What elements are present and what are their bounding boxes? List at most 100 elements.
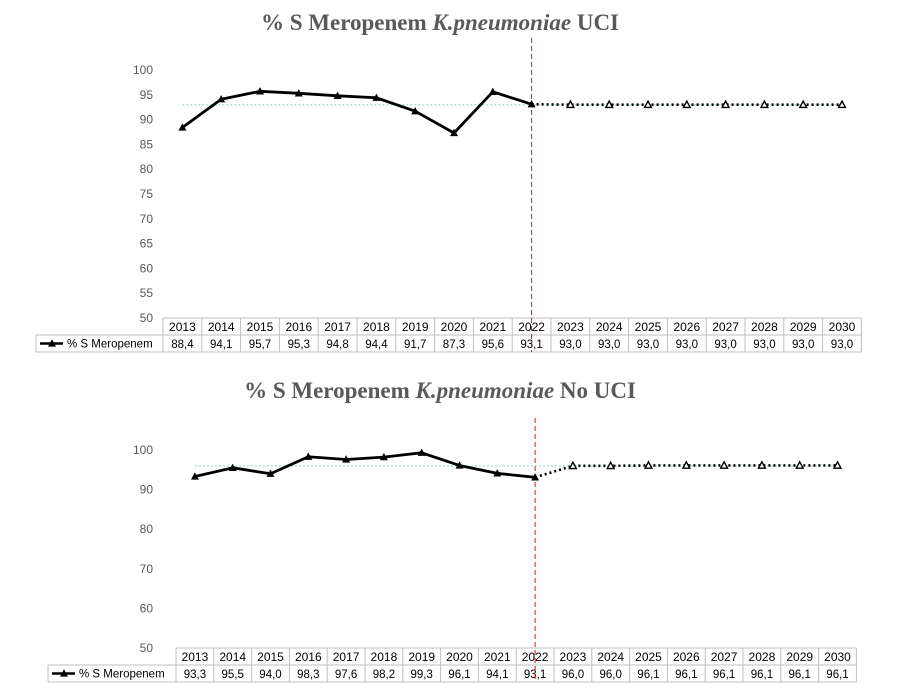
x-tick-label: 2023	[557, 320, 584, 334]
series-line-observed	[181, 89, 533, 135]
x-tick-label: 2014	[219, 650, 246, 664]
data-label: 93,0	[598, 339, 620, 351]
data-point	[832, 460, 843, 469]
chart-title-prefix: % S Meropenem	[244, 378, 416, 403]
data-label: 93,0	[637, 339, 659, 351]
data-point	[798, 99, 808, 109]
data-label: 95,7	[249, 339, 271, 351]
data-label: 93,0	[831, 339, 853, 351]
data-label: 96,1	[448, 669, 470, 681]
data-label: 94,4	[365, 339, 388, 351]
data-label: 98,2	[373, 669, 395, 681]
y-tick-label: 80	[140, 522, 154, 536]
x-tick-label: 2021	[484, 650, 511, 664]
chart-title-suffix: No UCI	[554, 378, 636, 403]
x-tick-label: 2016	[285, 320, 312, 334]
data-label: 98,3	[297, 669, 319, 681]
data-point	[527, 100, 536, 108]
y-tick-label: 60	[140, 261, 154, 275]
legend-marker	[48, 339, 56, 347]
data-point	[178, 123, 187, 131]
series-line-observed	[194, 451, 536, 479]
data-point	[531, 473, 540, 481]
chart-0: 50 55 60 65 70 75 80 85 90 95 100 2013 2014 2015 2016 2…	[35, 38, 862, 353]
data-label: 96,0	[562, 669, 584, 681]
x-tick-label: 2024	[596, 320, 623, 334]
x-tick-label: 2018	[363, 320, 390, 334]
y-tick-label: 95	[140, 88, 154, 102]
y-tick-label: 60	[140, 601, 154, 615]
data-label: 96,1	[826, 669, 848, 681]
y-tick-label: 55	[140, 286, 154, 300]
y-tick-label: 100	[133, 63, 153, 77]
data-point	[606, 460, 616, 470]
data-label: 95,5	[222, 669, 244, 681]
data-label: 93,0	[792, 339, 814, 351]
chart-title-no-uci: % S Meropenem K.pneumoniae No UCI	[0, 378, 880, 404]
data-point	[190, 472, 199, 480]
y-tick-label: 70	[140, 212, 154, 226]
data-point	[493, 469, 502, 477]
x-tick-label: 2018	[371, 650, 398, 664]
x-tick-label: 2020	[446, 650, 473, 664]
y-tick-label: 50	[140, 311, 154, 325]
x-tick-label: 2015	[247, 320, 274, 334]
data-label: 94,1	[486, 669, 508, 681]
data-label: 96,0	[600, 669, 622, 681]
data-label: 94,8	[326, 339, 348, 351]
data-point	[417, 448, 426, 456]
y-tick-label: 80	[140, 162, 154, 176]
data-point	[266, 469, 275, 477]
x-tick-label: 2017	[324, 320, 351, 334]
y-tick-label: 85	[140, 137, 154, 151]
data-point	[217, 95, 226, 103]
chart-title-organism: K.pneumoniae	[432, 10, 572, 35]
data-point	[681, 460, 691, 469]
data-point	[304, 452, 313, 460]
y-tick-label: 50	[140, 641, 154, 655]
data-point	[643, 460, 654, 469]
x-tick-label: 2029	[786, 650, 813, 664]
data-point	[372, 93, 381, 101]
chart-title-suffix: UCI	[571, 10, 619, 35]
x-tick-label: 2025	[635, 320, 662, 334]
data-point	[795, 460, 805, 469]
data-label: 93,0	[559, 339, 581, 351]
data-point	[450, 128, 458, 137]
data-label: 91,7	[404, 339, 426, 351]
legend-label: % S Meropenem	[67, 339, 153, 351]
data-label: 96,1	[637, 669, 659, 681]
x-tick-label: 2013	[182, 650, 209, 664]
data-label: 96,1	[751, 669, 773, 681]
data-label: 97,6	[335, 669, 357, 681]
data-point	[719, 460, 729, 469]
x-tick-label: 2022	[522, 650, 549, 664]
x-tick-label: 2026	[673, 320, 700, 334]
data-label: 94,1	[210, 339, 232, 351]
x-tick-label: 2016	[295, 650, 322, 664]
x-tick-label: 2019	[408, 650, 435, 664]
data-point	[837, 99, 847, 109]
chart-title-prefix: % S Meropenem	[260, 10, 433, 35]
x-tick-label: 2023	[560, 650, 587, 664]
data-label: 93,3	[184, 669, 206, 681]
data-point	[568, 460, 578, 470]
data-label: 93,0	[714, 339, 736, 351]
y-tick-label: 90	[140, 483, 154, 497]
x-tick-label: 2017	[333, 650, 360, 664]
x-tick-label: 2027	[712, 320, 739, 334]
data-label: 95,6	[482, 339, 504, 351]
data-label: 96,1	[713, 669, 735, 681]
legend-marker	[60, 669, 68, 677]
data-label: 96,1	[789, 669, 811, 681]
x-tick-label: 2029	[790, 320, 817, 334]
data-label: 95,3	[288, 339, 310, 351]
x-tick-label: 2027	[711, 650, 738, 664]
x-tick-label: 2024	[597, 650, 624, 664]
y-tick-label: 65	[140, 237, 154, 251]
data-point	[488, 87, 497, 95]
chart-1: 50 60 70 80 90 100 2013 2014 2015 2016 2017 2018 201…	[47, 418, 857, 683]
data-point	[565, 99, 575, 109]
x-tick-label: 2013	[169, 320, 196, 334]
